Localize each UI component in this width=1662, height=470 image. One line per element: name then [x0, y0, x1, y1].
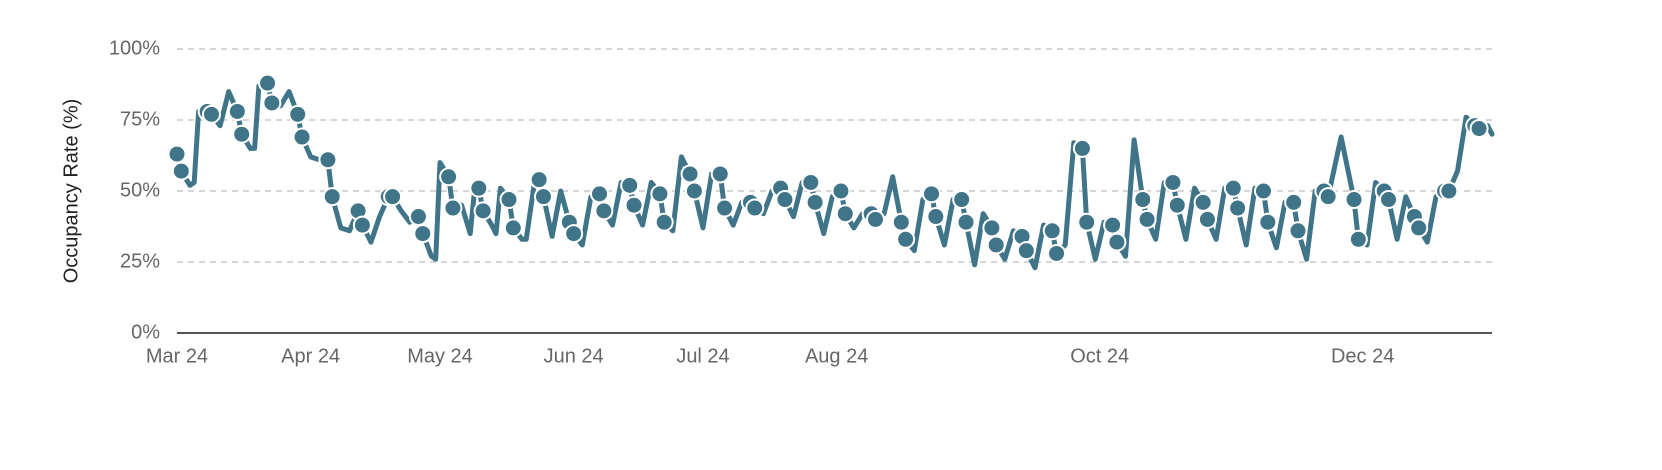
point: [620, 175, 640, 195]
point: [1047, 243, 1067, 263]
point: [1439, 181, 1459, 201]
x-tick-label: Dec 24: [1331, 345, 1394, 367]
point: [745, 198, 765, 218]
y-tick-label: 0%: [131, 321, 160, 343]
point: [922, 184, 942, 204]
point: [1077, 212, 1097, 232]
point: [710, 164, 730, 184]
point: [654, 212, 674, 232]
point: [408, 207, 428, 227]
x-tick-label: Jun 24: [544, 345, 604, 367]
point: [413, 224, 433, 244]
y-tick-label: 75%: [120, 108, 160, 130]
point: [1288, 221, 1308, 241]
point: [171, 161, 191, 181]
x-tick-label: May 24: [407, 345, 473, 367]
point: [1223, 178, 1243, 198]
point: [352, 215, 372, 235]
point: [1318, 187, 1338, 207]
point: [1103, 215, 1123, 235]
point: [650, 184, 670, 204]
point: [831, 181, 851, 201]
x-tick-label: Mar 24: [146, 345, 208, 367]
point: [232, 124, 252, 144]
point: [262, 93, 282, 113]
point: [439, 167, 459, 187]
point: [1107, 232, 1127, 252]
point: [952, 190, 972, 210]
point: [499, 190, 519, 210]
point: [1284, 192, 1304, 212]
point: [865, 209, 885, 229]
point: [982, 218, 1002, 238]
point: [227, 101, 247, 121]
point: [1072, 138, 1092, 158]
point: [473, 201, 493, 221]
point: [891, 212, 911, 232]
point: [624, 195, 644, 215]
point: [533, 187, 553, 207]
point: [1137, 209, 1157, 229]
point: [956, 212, 976, 232]
x-tick-label: Jul 24: [676, 345, 729, 367]
point: [564, 224, 584, 244]
point: [1197, 209, 1217, 229]
point: [1409, 218, 1429, 238]
point: [443, 198, 463, 218]
point: [1163, 172, 1183, 192]
point: [503, 218, 523, 238]
point: [1193, 192, 1213, 212]
point: [594, 201, 614, 221]
point: [801, 172, 821, 192]
point: [805, 192, 825, 212]
point: [1379, 190, 1399, 210]
point: [529, 170, 549, 190]
point: [292, 127, 312, 147]
x-tick-label: Oct 24: [1070, 345, 1129, 367]
point: [896, 229, 916, 249]
point: [1133, 190, 1153, 210]
point: [1253, 181, 1273, 201]
point: [684, 181, 704, 201]
point: [926, 207, 946, 227]
point: [167, 144, 187, 164]
point: [680, 164, 700, 184]
point: [1228, 198, 1248, 218]
point: [1469, 119, 1489, 139]
point: [288, 104, 308, 124]
point: [835, 204, 855, 224]
y-tick-label: 100%: [109, 37, 160, 59]
point: [1167, 195, 1187, 215]
point: [775, 190, 795, 210]
y-axis-title: Occupancy Rate (%): [60, 99, 82, 284]
point: [590, 184, 610, 204]
point: [986, 235, 1006, 255]
point: [469, 178, 489, 198]
point: [258, 73, 278, 93]
point: [1344, 190, 1364, 210]
point: [1348, 229, 1368, 249]
y-tick-label: 50%: [120, 179, 160, 201]
x-tick-label: Apr 24: [281, 345, 340, 367]
point: [1016, 241, 1036, 261]
point: [318, 150, 338, 170]
point: [383, 187, 403, 207]
point: [201, 104, 221, 124]
point: [715, 198, 735, 218]
x-tick-label: Aug 24: [805, 345, 868, 367]
point: [1258, 212, 1278, 232]
point: [322, 187, 342, 207]
y-tick-label: 25%: [120, 250, 160, 272]
line: [174, 80, 1495, 271]
point: [1042, 221, 1062, 241]
